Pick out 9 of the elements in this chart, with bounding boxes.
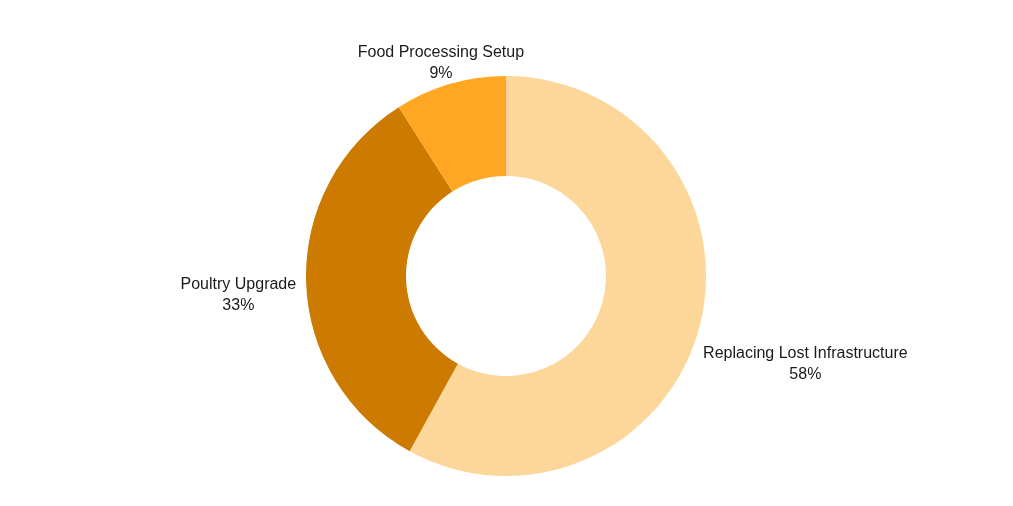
donut-slice	[306, 107, 458, 452]
donut-slice	[398, 76, 506, 192]
slice-label: Replacing Lost Infrastructure	[703, 343, 908, 361]
slice-label: Poultry Upgrade	[180, 275, 297, 293]
data-label: 33%	[222, 296, 255, 314]
donut-slice	[409, 76, 706, 476]
slice-label: Food Processing Setup	[357, 43, 525, 61]
data-label: 58%	[789, 364, 822, 382]
data-label: 9%	[429, 64, 453, 82]
